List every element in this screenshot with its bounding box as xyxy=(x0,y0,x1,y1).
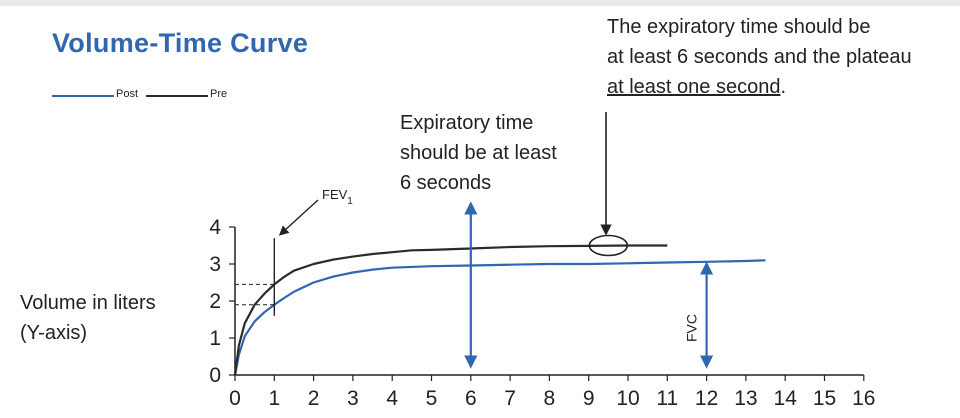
x-tick-label-3: 3 xyxy=(347,387,359,410)
series-post-line xyxy=(233,259,766,376)
chart-title: Volume-Time Curve xyxy=(52,28,309,58)
x-tick-label-12: 12 xyxy=(695,387,718,410)
y-tick-label-4: 4 xyxy=(209,216,221,239)
x-tick-label-6: 6 xyxy=(465,387,477,410)
plateau-note-line-3: at least one second. xyxy=(607,72,912,102)
expiratory-note-line-3: 6 seconds xyxy=(400,172,492,194)
plateau-note-tail: . xyxy=(780,76,787,98)
x-tick-label-16: 16 xyxy=(852,387,875,410)
fev1-arrow xyxy=(278,199,319,236)
y-tick-label-2: 2 xyxy=(209,290,221,313)
y-tick-label-0: 0 xyxy=(209,364,221,387)
x-tick-label-7: 7 xyxy=(504,387,516,410)
expiratory-note-line-1: Expiratory time xyxy=(400,112,534,134)
x-tick-label-0: 0 xyxy=(229,387,241,410)
x-tick-label-10: 10 xyxy=(616,387,639,410)
legend-post-swatch xyxy=(52,95,114,97)
y-tick-label-1: 1 xyxy=(209,327,221,350)
plateau-note: The expiratory time should be at least 6… xyxy=(607,12,912,102)
expiratory-note-line-2: should be at least xyxy=(400,142,557,164)
fev1-label: FEV1 xyxy=(322,187,353,207)
x-tick-label-14: 14 xyxy=(774,387,798,410)
legend-pre-swatch xyxy=(146,95,208,97)
x-tick-label-1: 1 xyxy=(268,387,280,410)
x-tick-label-5: 5 xyxy=(426,387,438,410)
x-tick-label-4: 4 xyxy=(386,387,398,410)
y-axis-label: Volume in liters (Y-axis) xyxy=(20,292,156,344)
legend-pre-label: Pre xyxy=(210,88,228,100)
legend-post-label: Post xyxy=(116,88,139,100)
y-tick-label-3: 3 xyxy=(209,253,221,276)
expiratory-time-note: Expiratory time should be at least 6 sec… xyxy=(400,108,557,198)
fvc-label: FVC xyxy=(684,314,700,342)
plateau-note-line-1: The expiratory time should be xyxy=(607,16,871,38)
plateau-note-line-2: at least 6 seconds and the plateau xyxy=(607,46,912,68)
x-tick-label-8: 8 xyxy=(544,387,556,410)
plateau-note-underlined: at least one second xyxy=(607,76,781,98)
x-tick-label-15: 15 xyxy=(813,387,836,410)
x-tick-label-9: 9 xyxy=(583,387,595,410)
series-pre-line xyxy=(233,244,668,376)
x-tick-label-13: 13 xyxy=(734,387,757,410)
x-tick-label-2: 2 xyxy=(308,387,320,410)
top-band xyxy=(0,0,960,6)
x-tick-label-11: 11 xyxy=(656,387,678,410)
